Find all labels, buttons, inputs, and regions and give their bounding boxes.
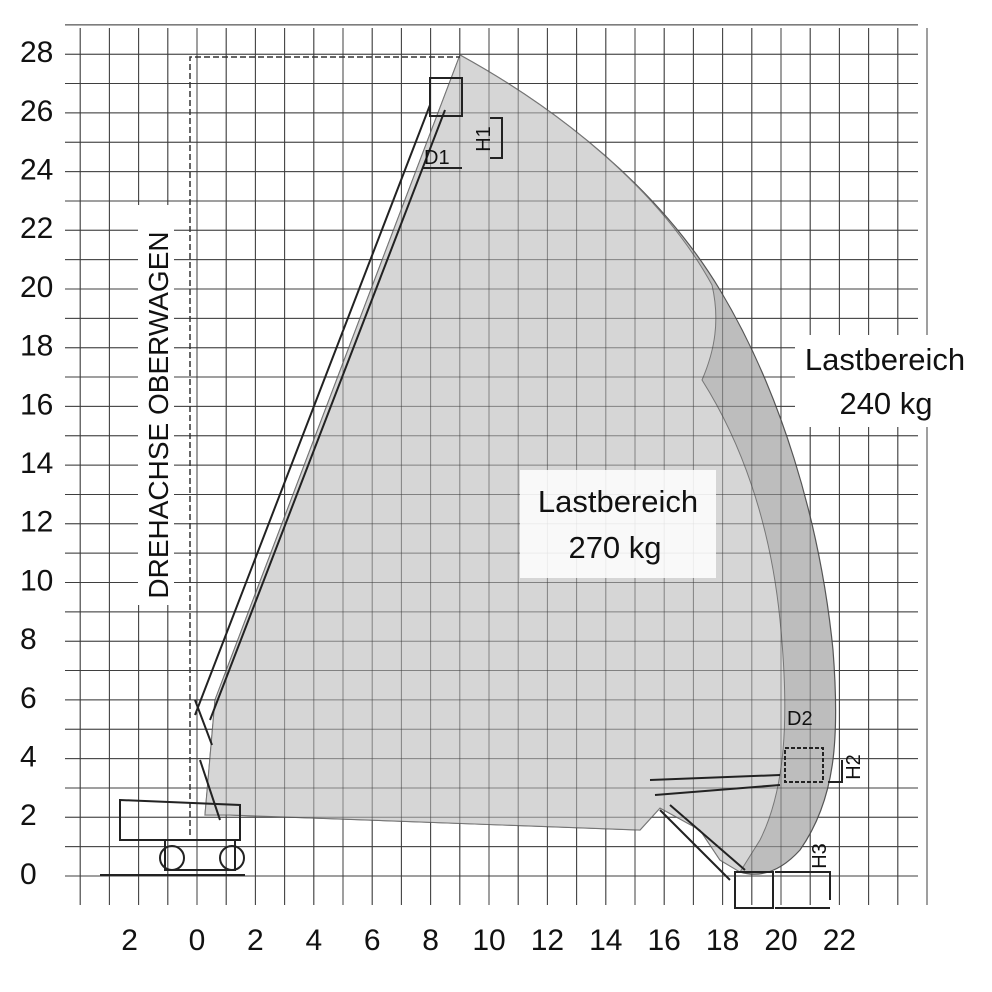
dim-label: H2 (843, 754, 865, 780)
y-tick-label: 18 (20, 330, 53, 363)
y-tick-label: 2 (20, 799, 37, 832)
x-tick-label: 2 (247, 924, 264, 957)
y-tick-label: 20 (20, 271, 53, 304)
zone-label: Lastbereich (805, 342, 965, 377)
machine (100, 77, 843, 909)
x-tick-label: 18 (706, 924, 739, 957)
zone-label: Lastbereich (538, 484, 698, 519)
dim-label: D1 (424, 147, 450, 169)
y-tick-label: 24 (20, 154, 53, 187)
dim-label: H1 (473, 126, 495, 152)
y-tick-label: 14 (20, 447, 53, 480)
y-tick-label: 28 (20, 36, 53, 69)
dim-label: H3 (809, 843, 831, 869)
axis-title: DREHACHSE OBERWAGEN (143, 231, 174, 598)
label-bg (520, 470, 716, 578)
label-bg (795, 335, 975, 427)
x-tick-label: 22 (823, 924, 856, 957)
zone-load: 270 kg (568, 530, 661, 565)
x-tick-label: 16 (648, 924, 681, 957)
y-tick-label: 12 (20, 506, 53, 539)
y-tick-label: 4 (20, 741, 37, 774)
dim-label: D2 (787, 708, 813, 730)
x-tick-label: 2 (121, 924, 138, 957)
y-tick-label: 22 (20, 212, 53, 245)
x-tick-label: 4 (305, 924, 322, 957)
x-tick-label: 20 (764, 924, 797, 957)
axis-dash (189, 56, 460, 835)
x-tick-label: 6 (364, 924, 381, 957)
y-tick-label: 16 (20, 388, 53, 421)
y-tick-label: 0 (20, 858, 37, 891)
zone-load: 240 kg (839, 386, 932, 421)
y-tick-label: 6 (20, 682, 37, 715)
x-tick-label: 10 (472, 924, 505, 957)
x-tick-label: 12 (531, 924, 564, 957)
x-tick-label: 14 (589, 924, 622, 957)
y-tick-label: 26 (20, 95, 53, 128)
y-tick-label: 8 (20, 623, 37, 656)
y-tick-label: 10 (20, 564, 53, 597)
x-tick-label: 0 (189, 924, 206, 957)
x-tick-label: 8 (422, 924, 439, 957)
label-bg (138, 205, 174, 605)
